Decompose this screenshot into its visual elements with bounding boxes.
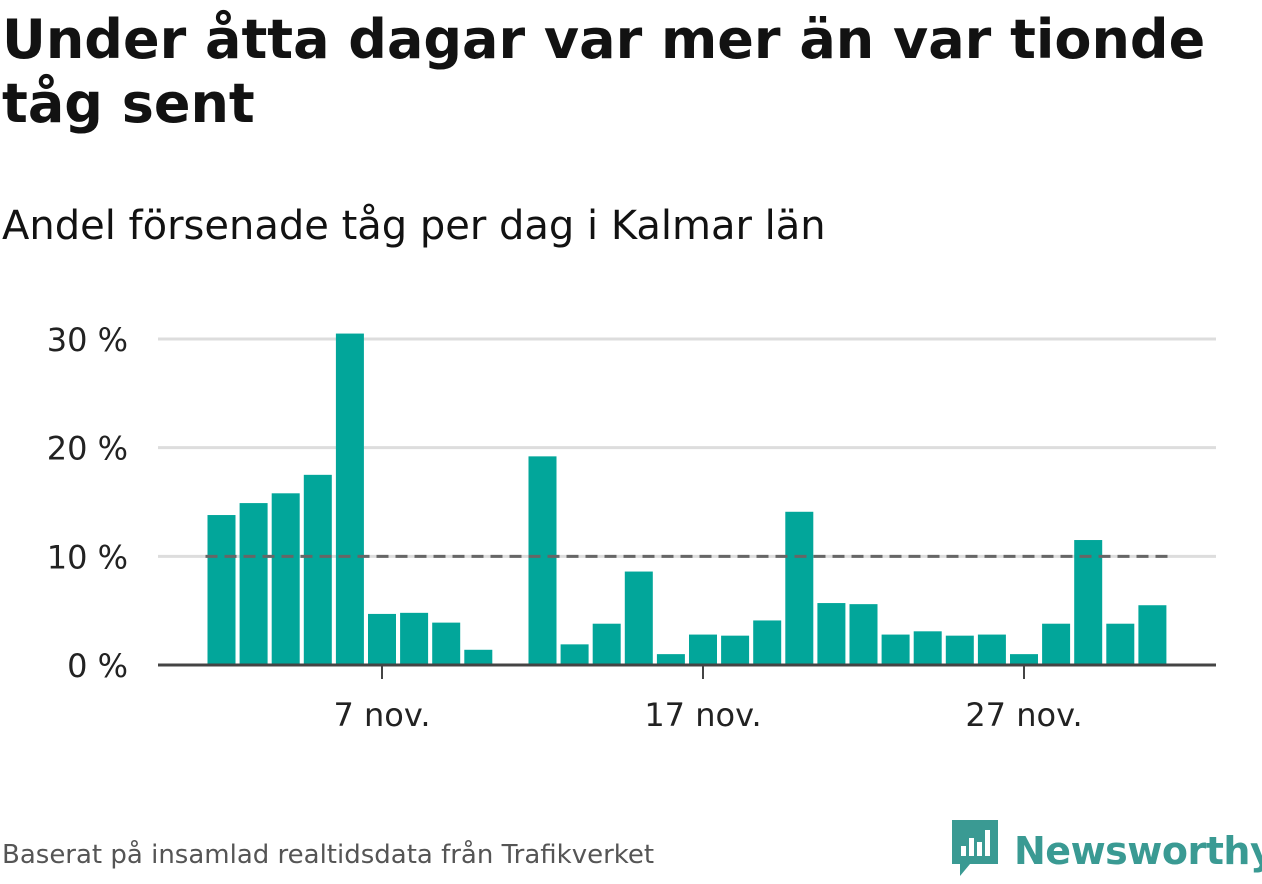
bar (881, 634, 910, 665)
bar (303, 474, 332, 665)
bar (945, 635, 974, 665)
x-tick-label: 7 nov. (333, 696, 430, 734)
bar (592, 623, 621, 665)
bar (977, 634, 1006, 665)
bar (689, 634, 717, 665)
bar (239, 503, 268, 665)
y-tick-label: 30 % (47, 321, 128, 359)
chart-subtitle: Andel försenade tåg per dag i Kalmar län (2, 203, 826, 249)
bar (1074, 540, 1103, 665)
chart-title: Under åtta dagar var mer än var tionde t… (2, 8, 1206, 135)
bar-layer (207, 333, 1167, 665)
bar (1010, 654, 1038, 665)
bar (271, 493, 300, 665)
bar (464, 649, 493, 665)
bar (368, 613, 396, 665)
source-note: Baserat på insamlad realtidsdata från Tr… (2, 840, 655, 870)
newsworthy-logo[interactable]: Newsworthy (950, 818, 1262, 884)
bar (849, 604, 878, 665)
axis-layer (158, 663, 1216, 679)
bar (1138, 605, 1167, 665)
x-tick-label: 17 nov. (644, 696, 761, 734)
bar (400, 612, 429, 665)
bar (432, 622, 461, 665)
y-tick-label: 10 % (47, 538, 128, 576)
y-tick-label: 20 % (47, 430, 128, 468)
bar (656, 654, 685, 665)
bar (624, 571, 653, 665)
newsworthy-logo-icon (950, 818, 1000, 884)
bar (528, 456, 557, 665)
x-tick-label: 27 nov. (965, 696, 1082, 734)
newsworthy-logo-text: Newsworthy (1014, 829, 1262, 873)
bar (785, 511, 814, 665)
bar (817, 603, 846, 665)
y-tick-label: 0 % (67, 647, 128, 685)
bar (207, 515, 236, 665)
bar (560, 644, 589, 665)
bar (335, 333, 364, 665)
bar (721, 635, 750, 665)
bar (1106, 623, 1135, 665)
bar (1042, 623, 1071, 665)
bar-chart: 0 % 10 % 20 % 30 % 7 nov. 17 nov. 27 nov. (47, 321, 1216, 734)
label-layer: 0 % 10 % 20 % 30 % 7 nov. 17 nov. 27 nov. (47, 321, 1083, 734)
bar (753, 620, 782, 665)
bar (913, 631, 942, 665)
